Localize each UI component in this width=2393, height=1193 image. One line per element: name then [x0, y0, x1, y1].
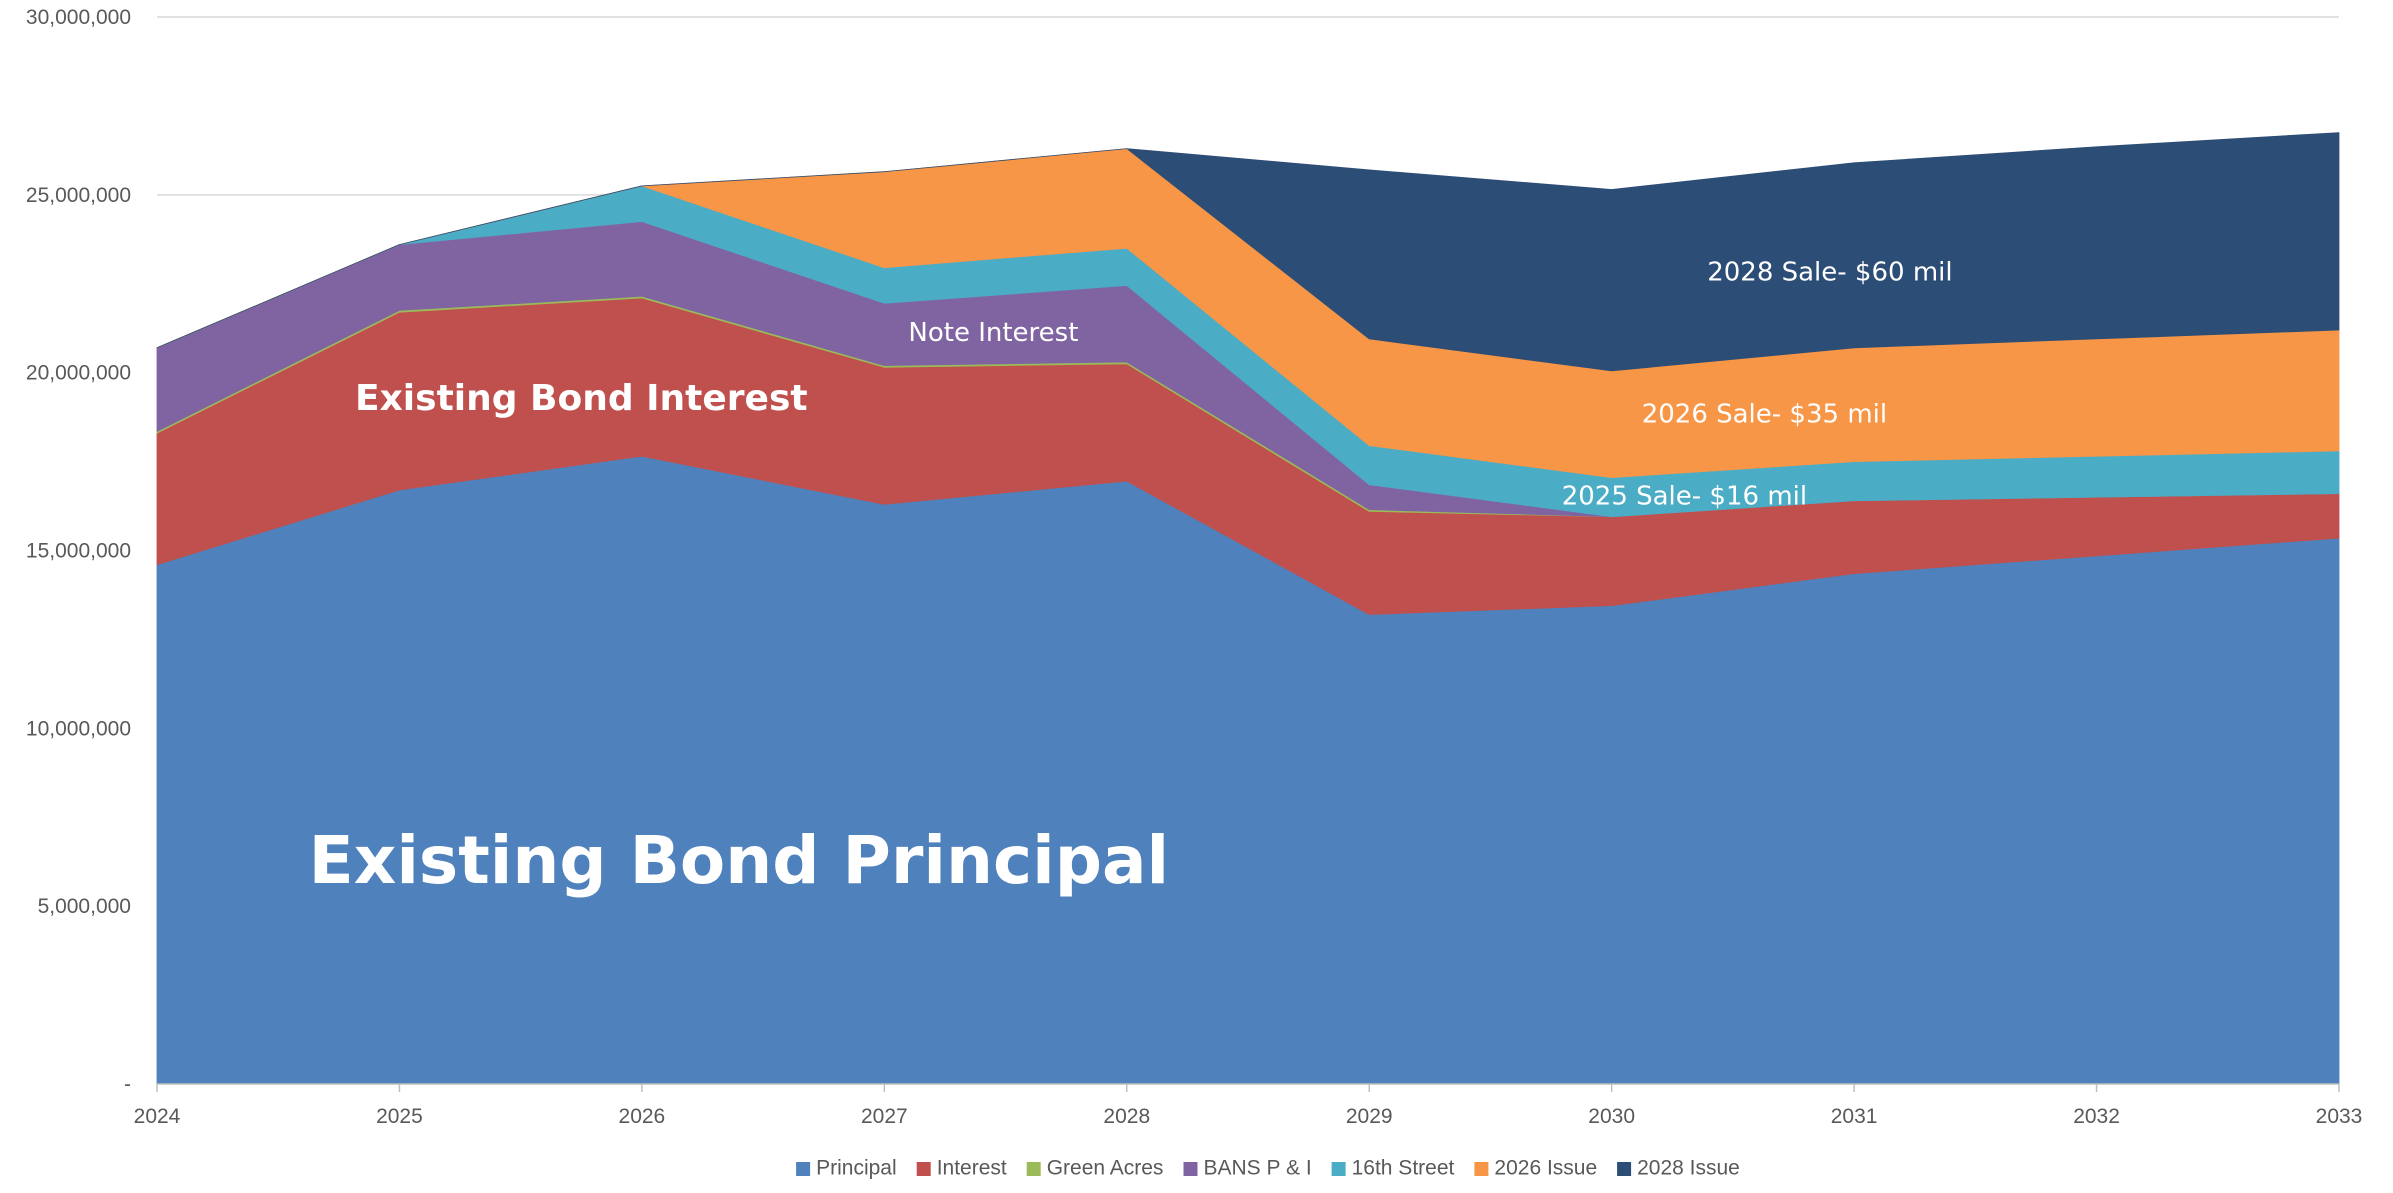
x-tick-label: 2033 [2316, 1105, 2363, 1128]
x-tick-label: 2026 [619, 1105, 666, 1128]
annotation-2025-sale-16-mil: 2025 Sale- $16 mil [1562, 482, 1807, 512]
legend-label: Interest [937, 1157, 1007, 1180]
annotations: Existing Bond Principal Existing Bond Int… [309, 257, 1953, 899]
x-tick-label: 2025 [376, 1105, 423, 1128]
x-tick-label: 2027 [861, 1105, 908, 1128]
legend-label: Principal [816, 1157, 897, 1180]
x-tick-label: 2032 [2073, 1105, 2120, 1128]
legend-item-bans-p-i: BANS P & I [1183, 1157, 1312, 1180]
legend-item-interest: Interest [916, 1157, 1007, 1180]
annotation-existing-bond-principal: Existing Bond Principal [309, 822, 1169, 899]
x-tick-label: 2029 [1346, 1105, 1393, 1128]
legend-label: 2026 Issue [1494, 1157, 1597, 1180]
annotation-existing-bond-interest: Existing Bond Interest [355, 378, 808, 419]
annotation-2026-sale-35-mil: 2026 Sale- $35 mil [1642, 400, 1887, 430]
legend-item-2028-issue: 2028 Issue [1617, 1157, 1740, 1180]
legend-label: 16th Street [1352, 1157, 1455, 1180]
y-tick-label: 30,000,000 [26, 6, 131, 29]
legend-item-green-acres: Green Acres [1026, 1157, 1164, 1180]
annotation-note-interest: Note Interest [908, 318, 1078, 348]
x-tick-label: 2028 [1103, 1105, 1150, 1128]
y-tick-label: 20,000,000 [26, 362, 131, 385]
legend-swatch [1331, 1162, 1346, 1176]
x-tick-label: 2030 [1588, 1105, 1635, 1128]
area-series [156, 132, 2340, 1085]
y-tick-label: 15,000,000 [26, 540, 131, 563]
legend: Principal Interest Green Acres BANS P & I 16… [796, 1157, 1740, 1180]
axes: - 5,000,000 10,000,000 15,000,000 20,000,000… [26, 6, 2362, 1128]
legend-swatch [916, 1162, 931, 1176]
y-tick-label: 10,000,000 [26, 717, 131, 740]
legend-item-16th-street: 16th Street [1331, 1157, 1455, 1180]
area-2028-issue [156, 132, 2340, 372]
legend-swatch [1474, 1162, 1489, 1176]
legend-item-2026-issue: 2026 Issue [1474, 1157, 1597, 1180]
legend-label: 2028 Issue [1637, 1157, 1740, 1180]
annotation-2028-sale-60-mil: 2028 Sale- $60 mil [1707, 257, 1952, 287]
legend-swatch [1617, 1162, 1632, 1176]
legend-swatch [1026, 1162, 1041, 1176]
x-tick-label: 2031 [1831, 1105, 1878, 1128]
legend-label: BANS P & I [1204, 1157, 1312, 1180]
y-tick-label: 5,000,000 [38, 895, 131, 918]
y-tick-label: - [124, 1073, 131, 1096]
legend-item-principal: Principal [796, 1157, 897, 1180]
legend-swatch [1183, 1162, 1198, 1176]
legend-swatch [796, 1162, 811, 1176]
x-tick-label: 2024 [134, 1105, 181, 1128]
legend-label: Green Acres [1047, 1157, 1164, 1180]
y-tick-label: 25,000,000 [26, 184, 131, 207]
